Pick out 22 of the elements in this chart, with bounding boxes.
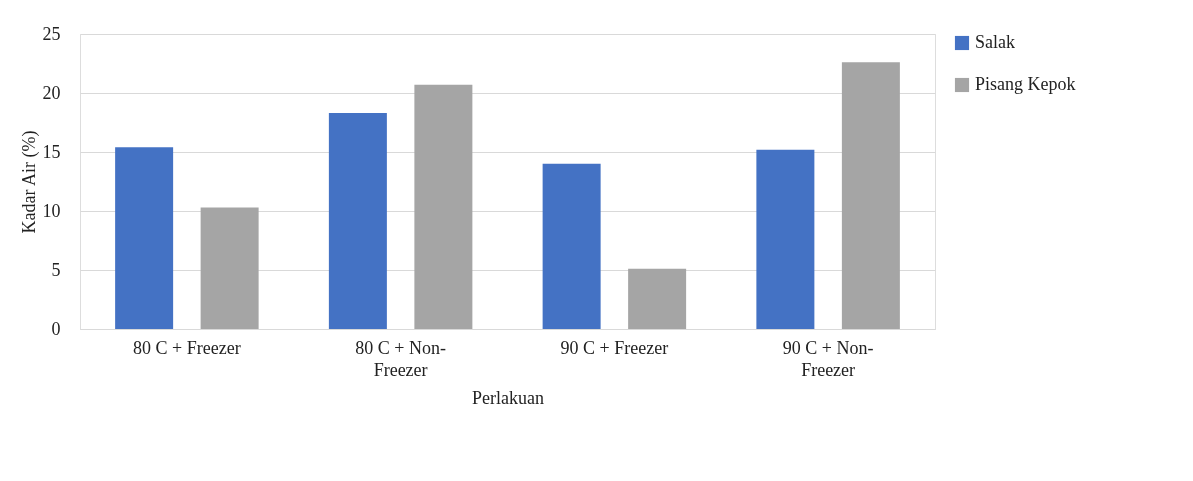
legend-label: Salak <box>975 32 1015 52</box>
y-tick-label: 5 <box>51 259 61 280</box>
y-tick-label: 15 <box>42 141 61 162</box>
bar <box>628 268 687 329</box>
y-tick-label: 20 <box>42 82 61 103</box>
y-tick-label: 0 <box>51 318 61 339</box>
legend-label: Pisang Kepok <box>975 74 1076 94</box>
x-axis-title: Perlakuan <box>472 387 544 408</box>
y-tick-label: 25 <box>42 23 61 44</box>
bar <box>200 207 259 329</box>
bar <box>756 149 815 329</box>
x-tick-label: 90 C + Freezer <box>560 337 669 358</box>
bar <box>328 113 387 329</box>
x-tick-label: 90 C + Non-Freezer <box>782 337 874 380</box>
bar <box>542 163 601 329</box>
y-tick-label: 10 <box>42 200 61 221</box>
bar <box>841 62 900 329</box>
bar <box>414 84 473 329</box>
x-tick-label: 80 C + Non-Freezer <box>355 337 446 380</box>
bar <box>115 147 174 329</box>
y-axis-title: Kadar Air (%) <box>18 130 40 234</box>
x-tick-label: 80 C + Freezer <box>133 337 241 358</box>
